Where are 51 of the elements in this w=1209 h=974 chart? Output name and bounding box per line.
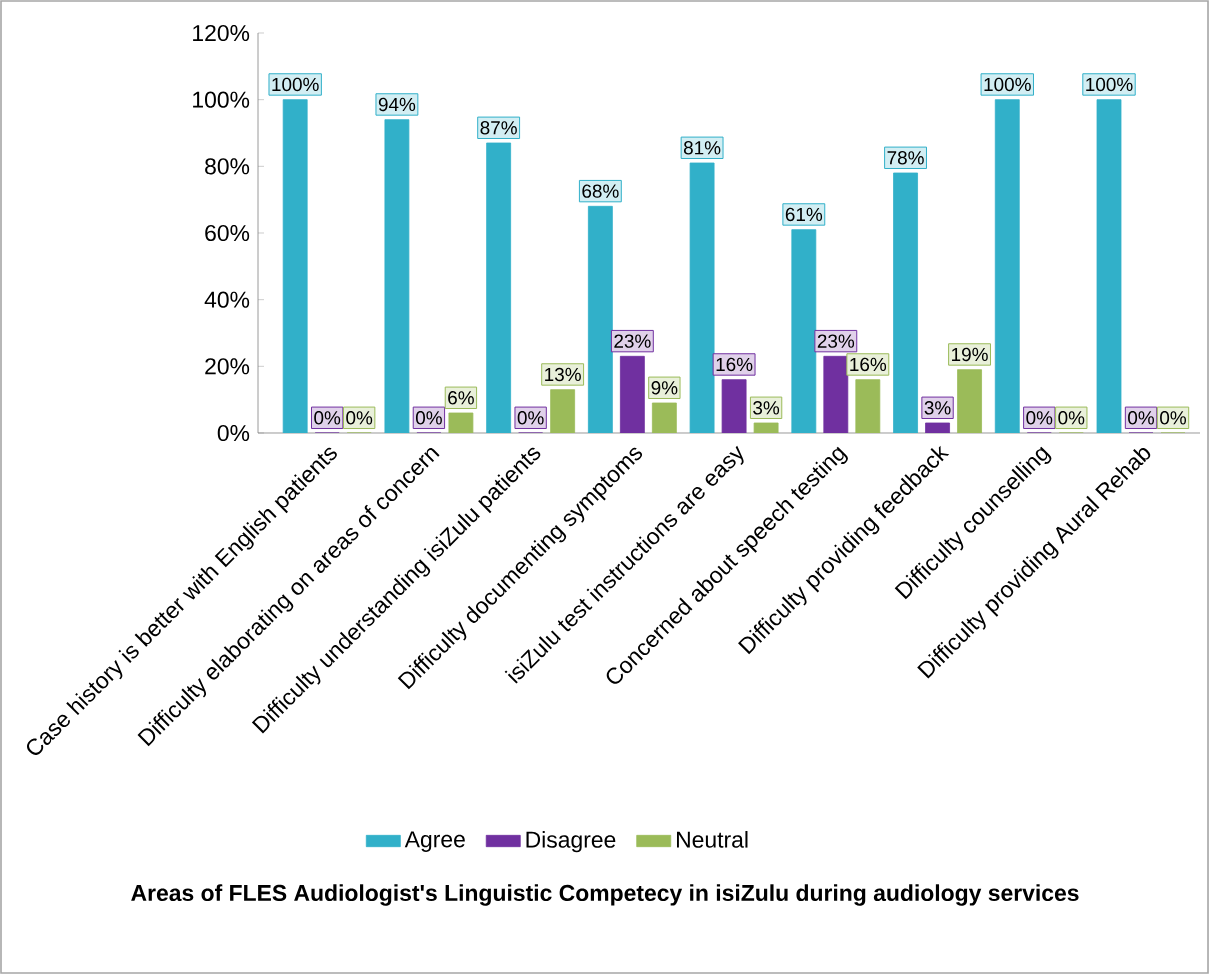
legend-label: Neutral <box>677 830 748 848</box>
data-label: 87% <box>480 121 517 135</box>
y-tick-label: 100% <box>193 91 250 108</box>
data-label: 81% <box>683 141 721 155</box>
bar <box>282 99 308 433</box>
data-label: 0% <box>314 411 341 425</box>
data-label: 78% <box>887 151 924 165</box>
data-label: 9% <box>651 381 678 395</box>
data-label: 23% <box>817 334 855 348</box>
data-label: 0% <box>1128 411 1154 425</box>
y-tick-label: 120% <box>193 24 250 42</box>
data-label: 3% <box>924 401 951 415</box>
bar <box>384 119 410 433</box>
data-label: 100% <box>984 77 1031 92</box>
bar <box>651 402 677 433</box>
data-label: 0% <box>346 411 373 425</box>
bar <box>486 142 512 433</box>
data-label: 23% <box>614 334 651 348</box>
data-label: 0% <box>1160 411 1187 425</box>
bar <box>994 99 1020 433</box>
legend-label: Disagree <box>526 830 616 853</box>
y-tick-label: 20% <box>205 358 250 375</box>
bar <box>855 379 881 433</box>
bar <box>1096 99 1122 433</box>
data-label: 16% <box>716 357 753 372</box>
data-label: 3% <box>753 401 780 415</box>
legend-label: Agree <box>404 831 465 852</box>
bar <box>893 172 918 433</box>
bar <box>791 229 817 433</box>
data-label: 13% <box>545 367 581 382</box>
y-tick-label: 0% <box>217 424 250 442</box>
data-label: 68% <box>582 184 619 198</box>
data-label: 0% <box>517 411 544 425</box>
y-tick-label: 80% <box>205 158 250 175</box>
y-tick-label: 60% <box>205 224 250 242</box>
bar <box>689 162 715 433</box>
data-label: 6% <box>448 391 474 405</box>
data-label: 61% <box>785 207 823 222</box>
data-label: 100% <box>1086 77 1133 92</box>
data-label: 16% <box>850 357 887 372</box>
data-label: 94% <box>378 97 416 112</box>
data-label: 0% <box>1058 411 1085 425</box>
data-label: 0% <box>1026 411 1053 425</box>
bar <box>753 422 779 433</box>
text: Areas of FLES Audiologist's Linguistic Competecy in isiZulu during audiology services <box>131 884 1079 906</box>
data-label: 100% <box>272 77 319 92</box>
data-label: 0% <box>415 411 442 425</box>
bar <box>957 369 982 433</box>
y-tick-label: 40% <box>204 291 250 308</box>
bar <box>550 389 576 433</box>
data-label: 19% <box>952 347 988 362</box>
